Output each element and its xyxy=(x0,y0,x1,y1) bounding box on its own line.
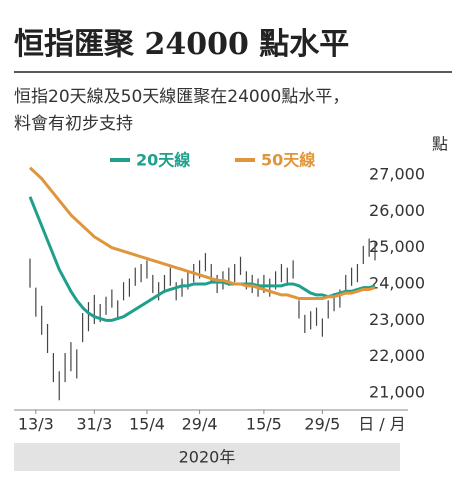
year-label: 2020年 xyxy=(179,448,236,467)
ma-line xyxy=(28,196,376,322)
subtitle: 恒指20天線及50天線匯聚在24000點水平， xyxy=(14,87,349,107)
subtitle: 料會有初步支持 xyxy=(14,114,133,134)
y-tick-label: 22,000 xyxy=(369,346,425,365)
x-tick-label: 15/4 xyxy=(129,415,165,434)
ma-line xyxy=(28,166,376,301)
y-tick-label: 21,000 xyxy=(369,383,425,402)
legend-label: 20天線 xyxy=(136,151,190,170)
x-tick-label: 31/3 xyxy=(76,415,112,434)
x-tick-label: 15/5 xyxy=(246,415,282,434)
y-tick-label: 26,000 xyxy=(369,201,425,220)
y-tick-label: 25,000 xyxy=(369,237,425,256)
year-band xyxy=(14,443,400,471)
x-tick-label: 29/4 xyxy=(182,415,218,434)
x-tick-label: 29/5 xyxy=(304,415,340,434)
y-tick-label: 27,000 xyxy=(369,165,425,184)
x-axis-label: 日 / 月 xyxy=(358,415,406,434)
legend-label: 50天線 xyxy=(261,151,315,170)
chart-title: 恒指匯聚 24000 點水平 xyxy=(14,27,349,62)
y-tick-label: 24,000 xyxy=(369,274,425,293)
x-tick-label: 13/3 xyxy=(18,415,54,434)
y-axis-label: 點 xyxy=(432,135,448,154)
y-tick-label: 23,000 xyxy=(369,310,425,329)
